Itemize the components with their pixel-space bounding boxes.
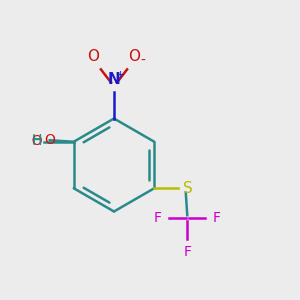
Text: O: O: [22, 134, 42, 148]
Text: O: O: [44, 133, 55, 147]
Text: H: H: [32, 134, 42, 148]
Text: O: O: [87, 49, 99, 64]
Text: F: F: [213, 211, 221, 225]
Text: H: H: [32, 133, 42, 147]
Text: O: O: [129, 49, 141, 64]
Text: N: N: [108, 72, 120, 87]
Text: F: F: [183, 245, 191, 259]
Text: F: F: [154, 211, 162, 225]
Text: S: S: [183, 181, 193, 196]
Text: -: -: [141, 54, 146, 68]
Text: +: +: [116, 70, 125, 80]
